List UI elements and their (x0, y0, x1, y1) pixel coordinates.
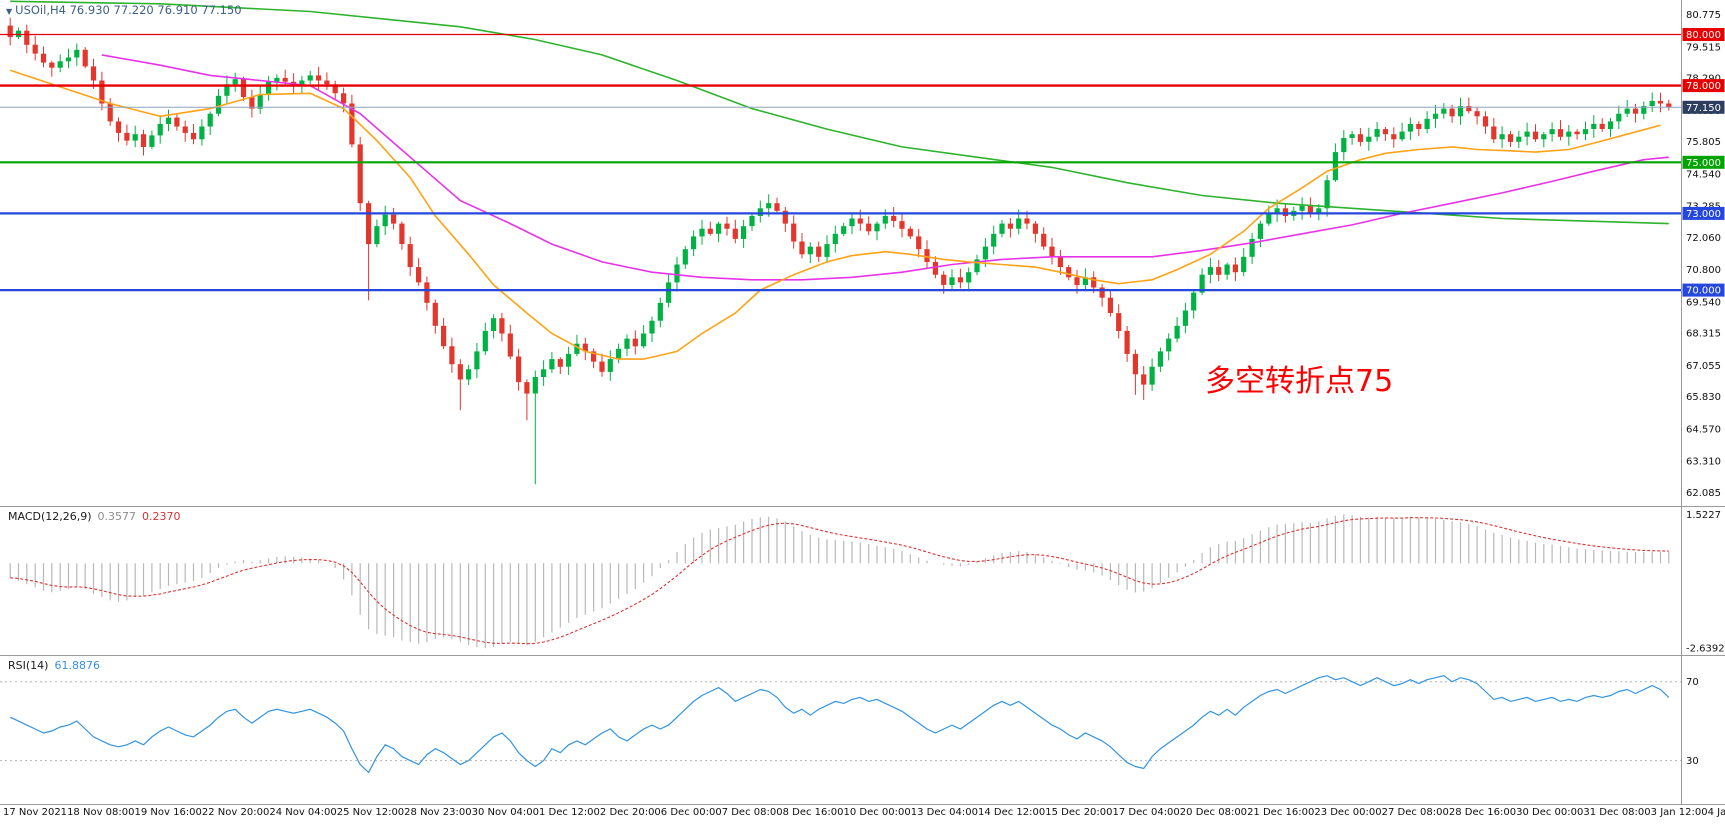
rsi-line (9, 675, 1670, 774)
rsi-indicator-label: RSI(14) 61.8876 (8, 659, 100, 672)
svg-text:80.000: 80.000 (1686, 30, 1721, 41)
ohlc-open: 76.930 (69, 3, 110, 17)
time-label: 30 Dec 00:00 (1516, 807, 1584, 818)
price-badge (1682, 100, 1725, 114)
price-tick: 68.315 (1686, 329, 1721, 340)
time-label: 13 Dec 04:00 (910, 807, 978, 818)
macd-tick: -2.6392 (1686, 644, 1725, 655)
price-tick: 75.805 (1686, 137, 1721, 148)
time-label: 28 Nov 23:00 (404, 807, 472, 818)
ma-fast-orange-line (9, 69, 1661, 360)
time-label: 23 Dec 00:00 (1314, 807, 1382, 818)
price-tick: 67.055 (1686, 361, 1721, 372)
svg-text:73.000: 73.000 (1686, 209, 1721, 220)
time-label: 22 Nov 20:00 (201, 807, 270, 818)
time-label: 15 Dec 20:00 (1045, 807, 1113, 818)
svg-text:70.000: 70.000 (1686, 286, 1721, 297)
time-label: 24 Nov 04:00 (269, 807, 337, 818)
rsi-level-label: 70 (1686, 677, 1699, 688)
time-label: 10 Dec 00:00 (843, 807, 911, 818)
time-label: 25 Nov 12:00 (336, 807, 405, 818)
price-badge (1682, 155, 1725, 169)
chart-title: ▼ USOil,H4 76.930 77.220 76.910 77.150 (6, 3, 242, 17)
time-label: 20 Dec 08:00 (1179, 807, 1248, 818)
chart-shift-icon: ▼ (6, 7, 13, 16)
macd-pane[interactable]: 1.5227 -2.6392 (0, 507, 1725, 655)
price-tick: 64.570 (1686, 424, 1721, 435)
rsi-value: 61.8876 (54, 659, 100, 672)
macd-main-value: 0.3577 (97, 510, 137, 523)
price-badge (1682, 28, 1725, 41)
svg-text:78.000: 78.000 (1686, 81, 1721, 92)
time-label: 8 Dec 16:00 (782, 807, 844, 818)
price-badge (1682, 79, 1725, 93)
macd-name: MACD(12,26,9) (8, 510, 92, 523)
svg-text:77.150: 77.150 (1686, 103, 1721, 114)
macd-chart-svg[interactable]: 1.5227 -2.6392 (0, 507, 1725, 655)
macd-signal-value: 0.2370 (142, 510, 181, 523)
time-label: 31 Dec 08:00 (1583, 807, 1651, 818)
price-badge (1682, 283, 1725, 297)
main-chart-svg[interactable]: 80.77579.51578.29077.03075.80574.54073.2… (0, 0, 1725, 506)
time-label: 30 Nov 04:00 (471, 807, 540, 818)
price-tick: 69.540 (1686, 297, 1721, 308)
price-tick: 70.800 (1686, 265, 1721, 276)
price-tick: 74.540 (1686, 170, 1721, 181)
time-label: 3 Jan 12:00 (1650, 807, 1708, 818)
price-scale[interactable]: 80.77579.51578.29077.03075.80574.54073.2… (1682, 10, 1725, 499)
axis-separator (0, 804, 1725, 805)
candles (7, 17, 1672, 485)
ma-mid-magenta-line (101, 54, 1669, 281)
ohlc-low: 76.910 (157, 3, 198, 17)
price-pane[interactable]: 80.77579.51578.29077.03075.80574.54073.2… (0, 0, 1725, 506)
macd-tick: 1.5227 (1686, 510, 1721, 521)
rsi-level-label: 30 (1686, 756, 1699, 767)
rsi-name: RSI(14) (8, 659, 49, 672)
price-tick: 65.830 (1686, 392, 1721, 403)
pane-separator[interactable] (0, 506, 1725, 507)
time-label: 18 Nov 08:00 (67, 807, 135, 818)
price-badge (1682, 206, 1725, 220)
time-label: 21 Dec 16:00 (1247, 807, 1315, 818)
annotation-text[interactable]: 多空转折点75 (1205, 364, 1394, 399)
price-tick: 80.775 (1686, 10, 1721, 21)
rsi-chart-svg[interactable]: 70 30 (0, 656, 1725, 804)
ohlc-high: 77.220 (113, 3, 154, 17)
rsi-pane[interactable]: 70 30 (0, 656, 1725, 804)
time-label: 27 Dec 08:00 (1381, 807, 1449, 818)
time-label: 17 Nov 2021 (3, 807, 68, 818)
time-label: 19 Nov 16:00 (134, 807, 202, 818)
price-tick: 72.060 (1686, 233, 1721, 244)
time-label: 28 Dec 16:00 (1448, 807, 1517, 818)
macd-histogram (9, 514, 1670, 649)
ohlc-close: 77.150 (201, 3, 242, 17)
time-label: 14 Dec 12:00 (978, 807, 1046, 818)
time-label: 7 Dec 08:00 (721, 807, 783, 818)
time-label: 6 Dec 00:00 (660, 807, 722, 818)
time-label: 1 Dec 12:00 (539, 807, 600, 818)
price-tick: 63.310 (1686, 457, 1721, 468)
macd-signal-line (10, 517, 1669, 645)
time-label: 17 Dec 04:00 (1112, 807, 1180, 818)
time-axis[interactable]: 17 Nov 2021 18 Nov 08:00 19 Nov 16:00 22 No… (3, 807, 1725, 818)
time-label: 4 Jan 20:00 (1707, 807, 1725, 818)
svg-text:75.000: 75.000 (1686, 158, 1721, 169)
macd-indicator-label: MACD(12,26,9) 0.3577 0.2370 (8, 510, 181, 523)
time-label: 2 Dec 20:00 (599, 807, 661, 818)
price-tick: 79.515 (1686, 42, 1721, 53)
pane-separator[interactable] (0, 655, 1725, 656)
symbol-timeframe: USOil,H4 (15, 3, 66, 17)
price-tick: 62.085 (1686, 488, 1721, 499)
